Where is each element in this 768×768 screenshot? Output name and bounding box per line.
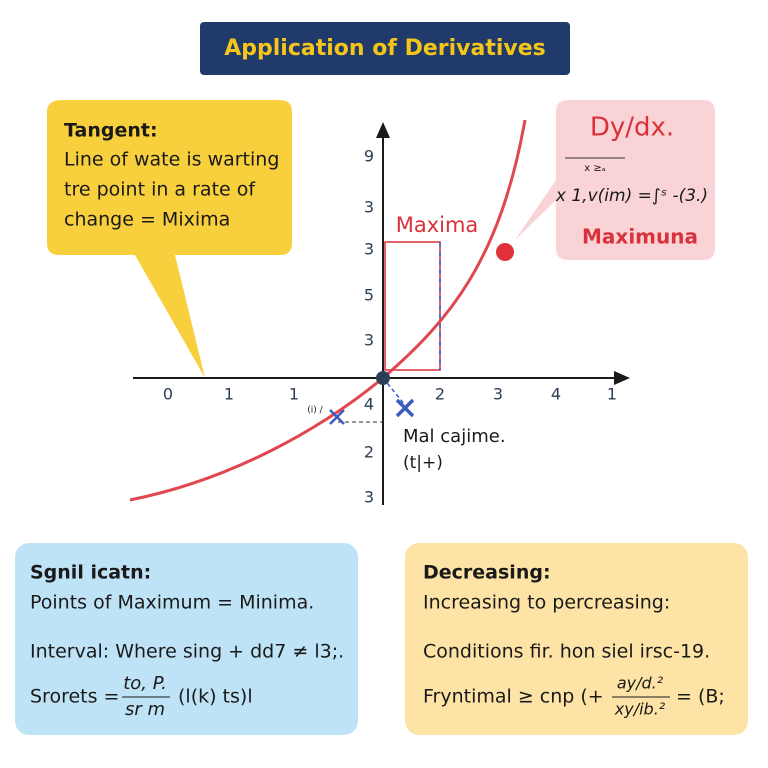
x-label: 0	[163, 385, 173, 404]
formula-num: ay/d.²	[617, 674, 664, 693]
y-label: 3	[364, 331, 374, 350]
derivative-small: x ≥ₐ	[584, 163, 605, 174]
left-note: (i) /	[307, 406, 323, 416]
y-arrow	[376, 122, 390, 138]
tangent-heading: Tangent:	[64, 120, 158, 142]
tangent-line: tre point in a rate of	[64, 179, 256, 201]
formula-den: xy/ib.²	[614, 700, 666, 719]
left-card	[15, 543, 358, 735]
x-label: 1	[289, 385, 299, 404]
card-heading: Decreasing:	[423, 562, 551, 584]
maxima-label: Maxima	[396, 213, 479, 237]
card-line: Interval: Where sing + dd7 ≠ l3;.	[30, 641, 344, 663]
tangent-callout	[47, 100, 292, 378]
title-banner	[200, 22, 570, 75]
cross-marker	[395, 398, 415, 418]
card-formula: (l(k) ts)l	[178, 686, 253, 708]
point-label: Mal cajime.	[403, 426, 506, 447]
formula-den: sr m	[125, 699, 165, 720]
cross-marker	[329, 409, 345, 425]
origin-point	[376, 371, 390, 385]
lower-label: 2	[364, 443, 374, 462]
card-line: Increasing to percreasing:	[423, 592, 670, 614]
right-card	[405, 543, 748, 735]
card-heading: Sgnil icatn:	[30, 562, 151, 584]
lower-label: 4	[364, 395, 374, 414]
card-formula: = (B;	[676, 686, 725, 708]
derivative-title: Dy/dx.	[590, 113, 674, 143]
derivative-label: Maximuna	[582, 225, 698, 249]
y-label: 5	[364, 286, 374, 305]
x-label: 3	[493, 385, 503, 404]
y-label: 3	[364, 198, 374, 217]
x-arrow	[614, 371, 630, 385]
tangent-line: Line of wate is warting	[64, 149, 279, 171]
card-line: Points of Maximum = Minima.	[30, 592, 314, 614]
guide-line	[382, 377, 406, 406]
y-label: 9	[364, 147, 374, 166]
maximum-point	[496, 243, 514, 261]
card-line: Conditions fir. hon siel irsc-19.	[423, 641, 710, 663]
card-formula: Fryntimal ≥ cnp (+	[423, 686, 604, 708]
lower-label: 3	[364, 488, 374, 507]
derivative-callout	[515, 100, 715, 260]
x-label: 2	[435, 385, 445, 404]
derivative-formula: x 1,v(im) =∫ˢ -(3.)	[555, 186, 708, 206]
x-label: 1	[224, 385, 234, 404]
tangent-line: change = Mixima	[64, 209, 230, 231]
y-label: 3	[364, 240, 374, 259]
formula-num: to, P.	[123, 673, 167, 694]
card-formula: Srorets =	[30, 686, 119, 708]
point-sublabel: (t|+)	[403, 453, 443, 473]
x-label: 1	[607, 385, 617, 404]
title: Application of Derivatives	[224, 36, 546, 61]
x-label: 4	[551, 385, 561, 404]
